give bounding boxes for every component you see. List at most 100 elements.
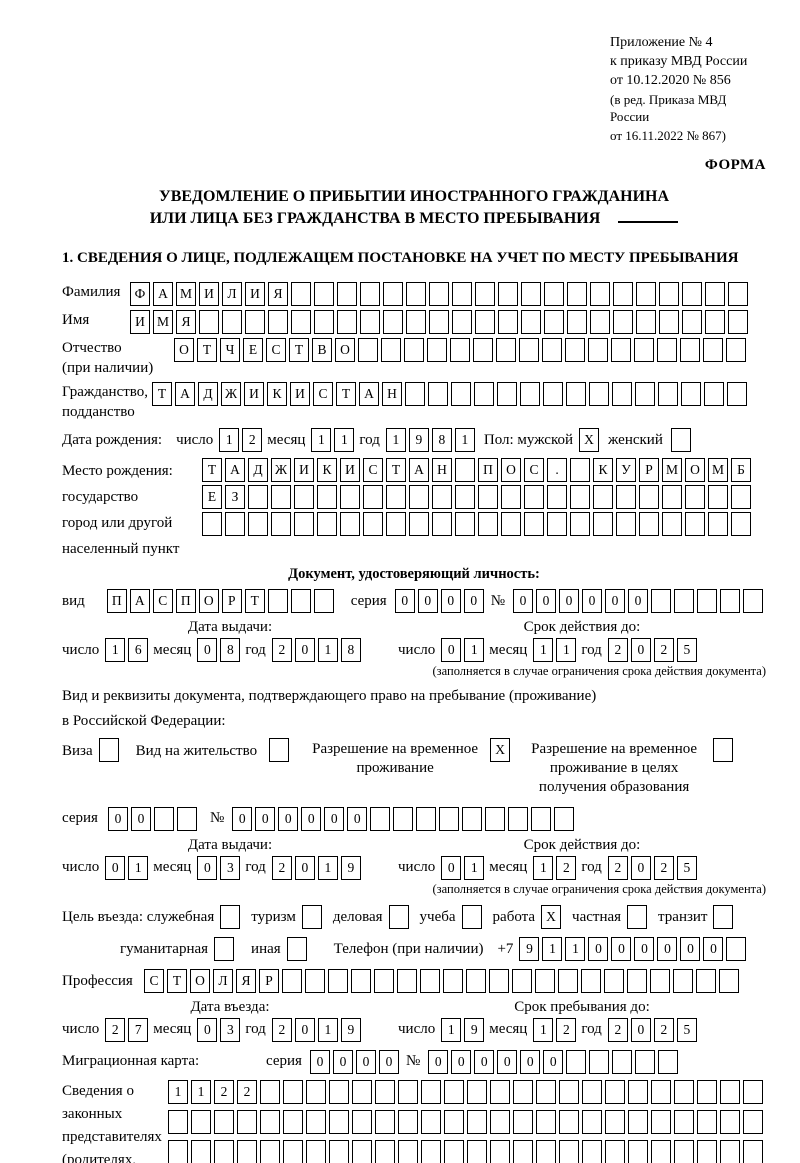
char-box[interactable]	[478, 512, 498, 537]
char-box[interactable]: 2	[242, 428, 263, 453]
char-box[interactable]: 0	[347, 806, 368, 831]
char-box[interactable]	[743, 1079, 763, 1104]
char-box[interactable]	[490, 1079, 510, 1104]
char-box[interactable]	[674, 1079, 694, 1104]
char-box[interactable]	[704, 382, 724, 407]
char-box[interactable]: Ж	[271, 458, 291, 483]
char-box[interactable]	[409, 512, 429, 537]
char-box[interactable]: С	[363, 458, 383, 483]
char-box[interactable]	[314, 282, 334, 307]
char-box[interactable]	[490, 1109, 510, 1134]
char-box[interactable]	[360, 282, 380, 307]
char-box[interactable]	[651, 589, 671, 614]
char-box[interactable]: С	[152, 589, 173, 614]
char-box[interactable]	[283, 1139, 303, 1163]
char-box[interactable]	[168, 1139, 188, 1163]
char-box[interactable]	[420, 968, 440, 993]
char-box[interactable]	[547, 485, 567, 510]
char-box[interactable]: Я	[236, 968, 256, 993]
char-box[interactable]: 9	[519, 936, 540, 961]
char-box[interactable]: 3	[220, 1017, 241, 1042]
char-box[interactable]: 1	[219, 428, 240, 453]
char-box[interactable]	[455, 512, 475, 537]
char-box[interactable]	[455, 485, 475, 510]
char-box[interactable]: 0	[582, 589, 602, 614]
char-box[interactable]	[726, 936, 747, 961]
char-box[interactable]	[428, 382, 448, 407]
char-box[interactable]: Е	[202, 485, 222, 510]
char-box[interactable]	[329, 1139, 349, 1163]
char-box[interactable]: О	[335, 338, 355, 363]
char-box[interactable]: 9	[464, 1017, 485, 1042]
char-box[interactable]	[328, 968, 348, 993]
char-box[interactable]: 0	[605, 589, 625, 614]
char-box[interactable]	[337, 282, 357, 307]
char-box[interactable]	[611, 338, 631, 363]
char-box[interactable]	[639, 485, 659, 510]
char-box[interactable]: В	[312, 338, 332, 363]
char-box[interactable]	[432, 512, 452, 537]
char-box[interactable]: 2	[556, 855, 577, 880]
char-box[interactable]	[294, 512, 314, 537]
char-box[interactable]	[581, 968, 601, 993]
char-box[interactable]	[628, 1079, 648, 1104]
char-box[interactable]: 8	[340, 638, 361, 663]
char-box[interactable]	[570, 458, 590, 483]
visa-checkbox[interactable]	[98, 737, 119, 762]
char-box[interactable]	[291, 310, 311, 335]
entry-date-input[interactable]: число 2 7 месяц 0 3 год 2 0 1 9	[62, 1017, 364, 1042]
char-box[interactable]: М	[708, 458, 728, 483]
purpose-work-checkbox[interactable]: X	[541, 904, 562, 929]
char-box[interactable]	[237, 1139, 257, 1163]
char-box[interactable]: Л	[213, 968, 233, 993]
char-box[interactable]	[628, 1139, 648, 1163]
char-box[interactable]	[662, 485, 682, 510]
char-box[interactable]	[651, 1079, 671, 1104]
char-box[interactable]: 1	[105, 638, 126, 663]
char-box[interactable]	[720, 589, 740, 614]
purpose-other-checkbox[interactable]	[286, 936, 307, 961]
char-box[interactable]	[290, 589, 311, 614]
char-box[interactable]: 3	[220, 855, 241, 880]
char-box[interactable]	[674, 1109, 694, 1134]
char-box[interactable]	[559, 1139, 579, 1163]
char-box[interactable]: У	[616, 458, 636, 483]
char-box[interactable]	[628, 1109, 648, 1134]
char-box[interactable]: 1	[317, 638, 338, 663]
char-box[interactable]	[317, 512, 337, 537]
char-box[interactable]: М	[176, 282, 196, 307]
char-box[interactable]: 0	[630, 855, 651, 880]
char-box[interactable]	[398, 1079, 418, 1104]
char-box[interactable]	[406, 282, 426, 307]
char-box[interactable]: К	[593, 458, 613, 483]
char-box[interactable]: Я	[176, 310, 196, 335]
char-box[interactable]	[455, 458, 475, 483]
char-box[interactable]	[582, 1109, 602, 1134]
char-box[interactable]	[306, 1079, 326, 1104]
char-box[interactable]: 2	[607, 638, 628, 663]
char-box[interactable]: А	[175, 382, 195, 407]
char-box[interactable]: 0	[520, 1049, 541, 1074]
char-box[interactable]	[485, 806, 506, 831]
char-box[interactable]	[513, 1109, 533, 1134]
char-box[interactable]	[397, 968, 417, 993]
char-box[interactable]	[153, 806, 174, 831]
char-box[interactable]	[559, 1109, 579, 1134]
char-box[interactable]	[475, 310, 495, 335]
char-box[interactable]	[271, 485, 291, 510]
char-box[interactable]	[268, 310, 288, 335]
char-box[interactable]: 1	[556, 638, 577, 663]
legal-reps-row3-input[interactable]	[168, 1139, 766, 1163]
char-box[interactable]: И	[340, 458, 360, 483]
char-box[interactable]	[682, 282, 702, 307]
char-box[interactable]	[374, 968, 394, 993]
char-box[interactable]: 1	[334, 428, 355, 453]
char-box[interactable]: 1	[565, 936, 586, 961]
char-box[interactable]	[191, 1109, 211, 1134]
char-box[interactable]: 0	[278, 806, 299, 831]
char-box[interactable]: 0	[197, 1017, 218, 1042]
char-box[interactable]	[673, 968, 693, 993]
char-box[interactable]	[554, 806, 575, 831]
char-box[interactable]	[605, 1139, 625, 1163]
